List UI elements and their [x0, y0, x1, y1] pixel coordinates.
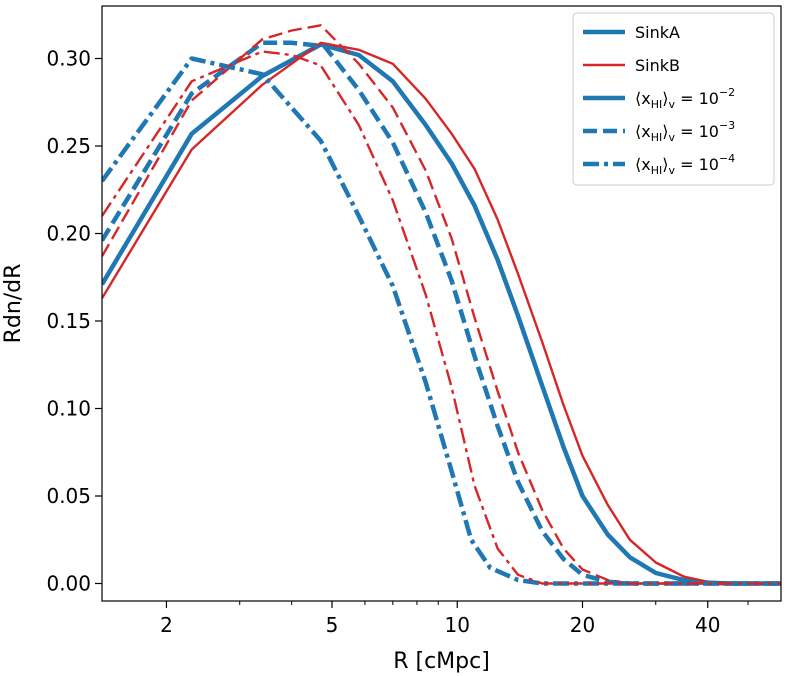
legend-label-0: SinkA	[635, 23, 680, 42]
series-line-0	[102, 42, 781, 586]
legend-label-1: SinkB	[635, 56, 680, 75]
y-tick-label-4: 0.20	[46, 222, 91, 246]
legend-box	[572, 12, 775, 186]
x-axis-label: R [cMpc]	[393, 649, 490, 674]
series-line-3	[102, 24, 781, 585]
x-tick-label-0: 2	[160, 613, 173, 637]
legend-label-3: ⟨xHI⟩v = 10−3	[635, 119, 735, 144]
y-tick-label-2: 0.10	[46, 397, 91, 421]
plot-frame	[101, 5, 782, 602]
y-axis-label: Rdn/dR	[1, 264, 26, 344]
y-axis-ticks: 0.00 0.05 0.10 0.15 0.20 0.25 0.30	[46, 47, 102, 596]
legend-label-4: ⟨xHI⟩v = 10−4	[635, 152, 735, 177]
series-line-4	[102, 56, 781, 586]
x-tick-label-4: 40	[695, 613, 720, 637]
y-tick-label-0: 0.00	[46, 572, 91, 596]
x-axis-ticks: 2 5 10 20 40	[160, 601, 749, 637]
y-tick-label-3: 0.15	[46, 309, 91, 333]
series-line-1	[102, 41, 781, 585]
x-tick-label-3: 20	[570, 613, 595, 637]
x-tick-label-1: 5	[326, 613, 339, 637]
series-line-5	[102, 50, 781, 585]
legend-label-2: ⟨xHI⟩v = 10−2	[635, 86, 735, 111]
x-tick-label-2: 10	[445, 613, 470, 637]
y-tick-label-6: 0.30	[46, 47, 91, 71]
y-tick-label-5: 0.25	[46, 134, 91, 158]
plot-lines	[102, 24, 781, 586]
legend: SinkA SinkB ⟨xHI⟩v = 10−2 ⟨xHI⟩v = 10−3 ⟨xHI…	[572, 12, 775, 186]
y-tick-label-1: 0.05	[46, 484, 91, 508]
